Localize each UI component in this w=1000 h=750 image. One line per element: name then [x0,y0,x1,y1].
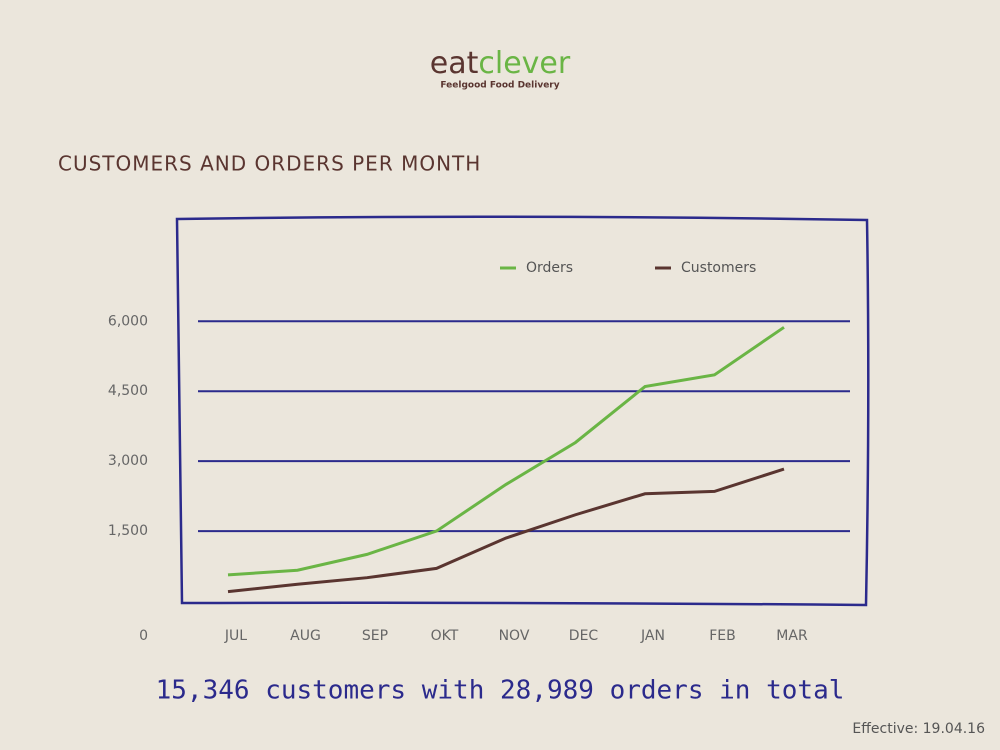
x-tick-label: JUL [224,628,247,644]
logo-clever: clever [478,46,570,81]
x-tick-label: FEB [709,628,736,644]
series-line [227,467,785,594]
y-tick-label: 1,500 [108,523,148,539]
series-line [227,326,785,577]
y-tick-label: 4,500 [108,383,148,399]
x-tick-label: SEP [362,628,388,644]
legend-label: Orders [526,260,573,276]
summary: 15,346 customers with 28,989 orders in t… [156,676,845,706]
x-tick-label: JAN [640,628,665,644]
logo-eat: eat [430,46,479,81]
y-tick-label: 3,000 [108,453,148,469]
logo: eatclever [430,46,571,81]
x-tick-label: NOV [499,628,530,644]
x-tick-label: OKT [431,628,459,644]
footnote: Effective: 19.04.16 [852,721,985,737]
chart-title: CUSTOMERS AND ORDERS PER MONTH [58,152,481,176]
x-tick-label: DEC [569,628,599,644]
frame [175,215,870,607]
y-tick-label: 6,000 [108,313,148,329]
x-tick-label: MAR [776,628,808,644]
x-tick-label: AUG [290,628,321,644]
logo-tagline: Feelgood Food Delivery [440,81,559,91]
legend-label: Customers [681,260,756,276]
y-tick-label: 0 [139,628,148,644]
